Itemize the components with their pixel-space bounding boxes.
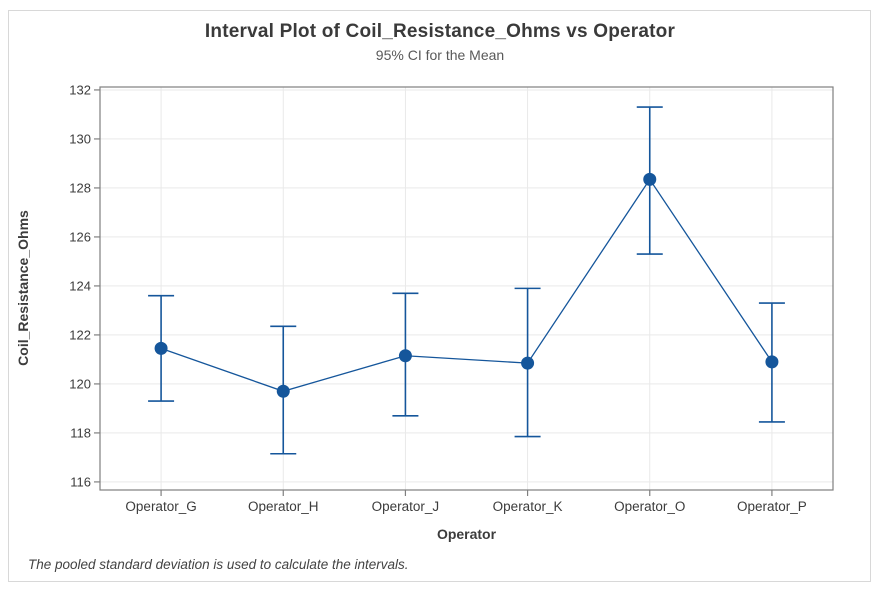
chart-subtitle: 95% CI for the Mean xyxy=(375,47,505,63)
x-tick-label: Operator_O xyxy=(614,499,685,514)
y-tick-label: 132 xyxy=(69,82,91,97)
y-tick-label: 122 xyxy=(69,327,91,342)
plot-frame xyxy=(99,86,834,491)
x-tick-label: Operator_P xyxy=(737,499,807,514)
y-tick-label: 128 xyxy=(69,180,91,195)
chart-title: Interval Plot of Coil_Resistance_Ohms vs… xyxy=(204,21,676,42)
y-tick-label: 118 xyxy=(70,425,91,440)
y-tick-label: 116 xyxy=(70,474,91,489)
y-tick-label: 124 xyxy=(69,278,91,293)
y-tick-label: 120 xyxy=(69,376,91,391)
x-axis-title: Operator xyxy=(436,526,497,542)
mean-marker xyxy=(276,384,290,398)
y-tick-label: 130 xyxy=(69,131,91,146)
mean-marker xyxy=(643,172,657,186)
mean-marker xyxy=(398,349,412,363)
x-tick-label: Operator_J xyxy=(372,499,440,514)
y-tick-label: 126 xyxy=(69,229,91,244)
pooled-sd-footnote: The pooled standard deviation is used to… xyxy=(28,557,409,572)
mean-marker xyxy=(154,341,168,355)
x-tick-label: Operator_G xyxy=(125,499,196,514)
x-tick-label: Operator_K xyxy=(493,499,563,514)
mean-marker xyxy=(521,356,535,370)
mean-connector-line xyxy=(160,178,773,392)
x-tick-label: Operator_H xyxy=(248,499,319,514)
mean-marker xyxy=(765,355,779,369)
